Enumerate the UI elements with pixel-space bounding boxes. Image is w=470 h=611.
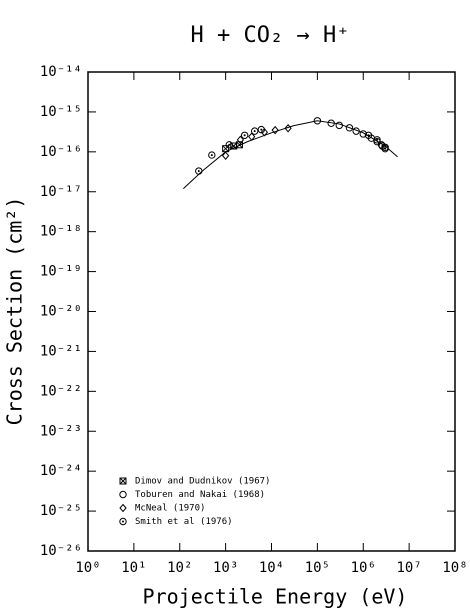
y-tick-label: 10⁻²¹ — [40, 343, 82, 359]
y-tick-label: 10⁻¹⁵ — [40, 104, 82, 120]
marker-circle — [257, 125, 266, 134]
y-tick-label: 10⁻¹⁴ — [40, 64, 82, 80]
x-tick-label: 10⁰ — [75, 560, 100, 576]
y-tick-label: 10⁻²⁵ — [40, 503, 82, 519]
y-tick-label: 10⁻²² — [40, 383, 82, 399]
legend-text: Smith et al (1976) — [135, 517, 233, 527]
y-axis-label: Cross Section (cm²) — [3, 197, 27, 426]
y-tick-label: 10⁻¹⁸ — [40, 224, 82, 240]
marker-dot — [384, 147, 387, 150]
x-tick-label: 10⁴ — [259, 560, 284, 576]
marker-diamond — [221, 151, 230, 160]
marker — [271, 125, 279, 135]
marker-diamond — [119, 503, 127, 513]
legend-text: McNeal (1970) — [135, 504, 205, 514]
marker-circle — [240, 131, 249, 139]
y-tick-label: 10⁻¹⁶ — [40, 144, 82, 160]
marker — [345, 124, 354, 132]
legend-text: Toburen and Nakai (1968) — [135, 490, 265, 500]
fit-line — [183, 120, 398, 189]
x-tick-label: 10⁵ — [305, 560, 330, 576]
marker-dot — [228, 143, 231, 146]
x-axis-label: Projectile Energy (eV) — [143, 585, 408, 609]
marker-circle — [208, 151, 216, 159]
marker-dot — [253, 130, 256, 133]
chart-title: H + CO₂ → H⁺ — [191, 23, 350, 48]
x-tick-label: 10⁷ — [396, 560, 421, 576]
x-tick-label: 10⁶ — [351, 560, 376, 576]
y-tick-label: 10⁻¹⁷ — [40, 184, 82, 200]
y-tick-label: 10⁻²³ — [40, 423, 82, 439]
marker-dot — [197, 170, 200, 173]
marker-circle — [373, 136, 381, 144]
marker-cross — [119, 477, 127, 485]
marker — [250, 127, 259, 135]
legend-marker — [119, 503, 127, 513]
marker-circle — [250, 127, 259, 135]
marker — [225, 141, 233, 149]
legend-marker — [119, 477, 127, 485]
marker-dot — [210, 154, 213, 157]
marker — [195, 167, 203, 175]
x-tick-label: 10⁸ — [442, 560, 467, 576]
marker-diamond — [271, 125, 279, 135]
marker-circle — [345, 124, 354, 132]
y-tick-label: 10⁻²⁰ — [40, 304, 82, 320]
legend-text: Dimov and Dudnikov (1967) — [135, 477, 270, 487]
marker-cross — [230, 142, 238, 150]
x-tick-label: 10² — [167, 560, 192, 576]
marker-circle — [119, 517, 127, 526]
y-tick-label: 10⁻²⁴ — [40, 463, 82, 479]
x-tick-label: 10³ — [213, 560, 238, 576]
marker — [359, 130, 367, 138]
marker — [240, 131, 249, 139]
marker-dot — [260, 128, 263, 131]
marker-circle — [364, 131, 373, 139]
y-tick-label: 10⁻¹⁹ — [40, 264, 82, 280]
marker-circle — [119, 490, 127, 499]
marker-circle — [359, 130, 367, 138]
marker-diamond — [236, 135, 245, 145]
marker — [236, 135, 245, 145]
legend-marker — [119, 517, 127, 526]
marker-box — [119, 477, 127, 485]
legend-marker — [119, 490, 127, 499]
marker-dot — [122, 520, 124, 523]
marker — [221, 151, 230, 160]
x-tick-label: 10¹ — [121, 560, 146, 576]
marker-circle — [225, 141, 233, 149]
marker — [208, 151, 216, 159]
marker — [257, 125, 266, 134]
marker-dot — [243, 134, 246, 137]
y-tick-label: 10⁻²⁶ — [40, 543, 82, 559]
